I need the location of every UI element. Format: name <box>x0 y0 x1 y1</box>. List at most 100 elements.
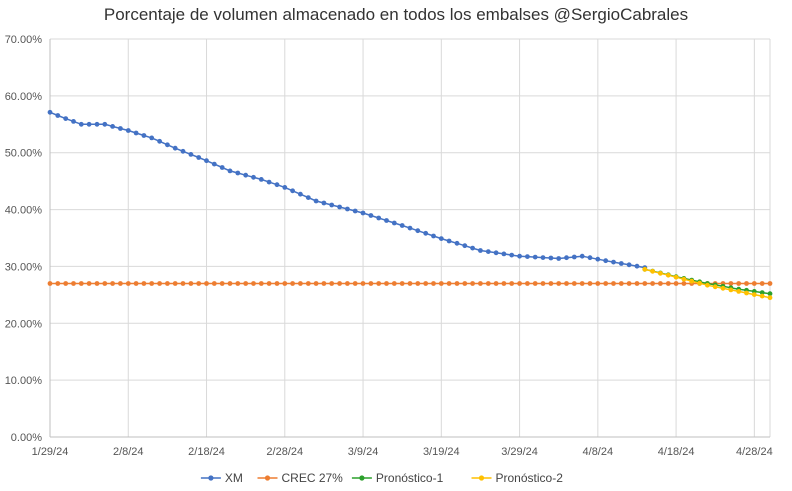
data-point <box>548 281 554 286</box>
data-point <box>125 281 131 286</box>
data-point <box>376 281 382 286</box>
data-point <box>313 198 319 204</box>
data-point <box>78 121 84 127</box>
data-point <box>556 281 562 286</box>
grid-lines <box>50 38 771 437</box>
data-point <box>564 281 569 286</box>
data-point <box>767 291 773 297</box>
data-point <box>618 261 624 266</box>
series-xm <box>47 109 648 270</box>
data-point <box>399 281 405 286</box>
data-point <box>94 121 100 127</box>
data-point <box>626 262 632 268</box>
data-point <box>658 281 663 286</box>
data-point <box>219 281 225 286</box>
data-point <box>258 177 264 182</box>
legend: XM CREC 27% Pronóstico-1 Pronóstico-2 <box>200 471 564 485</box>
data-point <box>525 281 530 286</box>
data-point <box>196 281 202 286</box>
data-point <box>321 281 327 286</box>
legend-label: Pronóstico-1 <box>376 471 444 485</box>
data-point <box>298 191 303 197</box>
data-point <box>603 281 609 286</box>
data-point <box>282 185 288 190</box>
data-point <box>634 281 640 286</box>
data-point <box>626 281 632 286</box>
data-point <box>71 119 76 124</box>
series-line <box>49 111 645 269</box>
data-point <box>431 233 436 239</box>
legend-label: CREC 27% <box>282 471 344 485</box>
x-tick-label: 3/9/24 <box>348 446 379 458</box>
data-point <box>305 281 311 286</box>
data-point <box>360 281 366 286</box>
data-point <box>368 213 374 218</box>
data-point <box>462 243 468 249</box>
data-point <box>431 281 436 286</box>
data-point <box>125 128 131 133</box>
data-point <box>133 281 139 286</box>
legend-label: Pronóstico-2 <box>496 471 564 485</box>
data-point <box>611 259 616 265</box>
data-point <box>673 281 679 286</box>
data-point <box>290 188 295 194</box>
data-point <box>556 256 562 261</box>
data-point <box>251 174 256 180</box>
data-point <box>767 281 773 286</box>
data-point <box>227 168 233 174</box>
data-point <box>55 113 61 118</box>
data-point <box>133 130 139 136</box>
legend-item: CREC 27% <box>257 471 344 485</box>
data-point <box>728 281 734 286</box>
y-tick-label: 40.00% <box>5 205 43 217</box>
data-point <box>63 281 69 286</box>
data-point <box>603 258 609 264</box>
x-tick-label: 3/29/24 <box>501 446 538 458</box>
data-point <box>329 202 335 208</box>
data-point <box>470 245 475 251</box>
data-point <box>438 236 444 242</box>
data-point <box>71 281 76 286</box>
data-point <box>697 280 702 286</box>
data-point <box>446 281 452 286</box>
data-point <box>337 204 342 210</box>
data-point <box>352 208 358 214</box>
data-point <box>196 155 202 160</box>
y-tick-label: 70.00% <box>5 34 43 46</box>
data-point <box>180 148 186 154</box>
data-point <box>149 281 155 286</box>
y-tick-label: 60.00% <box>5 91 43 103</box>
data-point <box>642 266 648 272</box>
data-point <box>227 281 233 286</box>
data-point <box>759 290 765 295</box>
data-point <box>407 225 413 231</box>
data-point <box>321 200 327 206</box>
data-point <box>180 281 186 286</box>
data-point <box>517 281 522 286</box>
data-point <box>329 281 335 286</box>
data-point <box>454 281 460 286</box>
x-axis-ticks: 1/29/24 2/8/24 2/18/24 2/28/24 3/9/24 3/19/24… <box>32 446 773 458</box>
y-tick-label: 30.00% <box>5 261 43 273</box>
data-point <box>266 179 272 185</box>
x-tick-label: 1/29/24 <box>32 446 69 458</box>
data-point <box>634 263 640 269</box>
data-point <box>118 126 123 131</box>
x-tick-label: 2/8/24 <box>113 446 144 458</box>
data-point <box>298 281 303 286</box>
data-point <box>204 158 209 164</box>
data-point <box>384 281 389 286</box>
data-point <box>345 206 350 212</box>
data-point <box>478 248 483 253</box>
data-point <box>211 161 217 167</box>
series-crec-27 <box>47 281 773 286</box>
data-point <box>611 281 616 286</box>
data-point <box>141 281 147 286</box>
chart-title: Porcentaje de volumen almacenado en todo… <box>103 5 689 24</box>
data-point <box>665 281 671 286</box>
x-tick-label: 4/18/24 <box>658 446 695 458</box>
data-point <box>94 281 100 286</box>
data-point <box>219 165 225 170</box>
x-tick-label: 2/18/24 <box>188 446 225 458</box>
